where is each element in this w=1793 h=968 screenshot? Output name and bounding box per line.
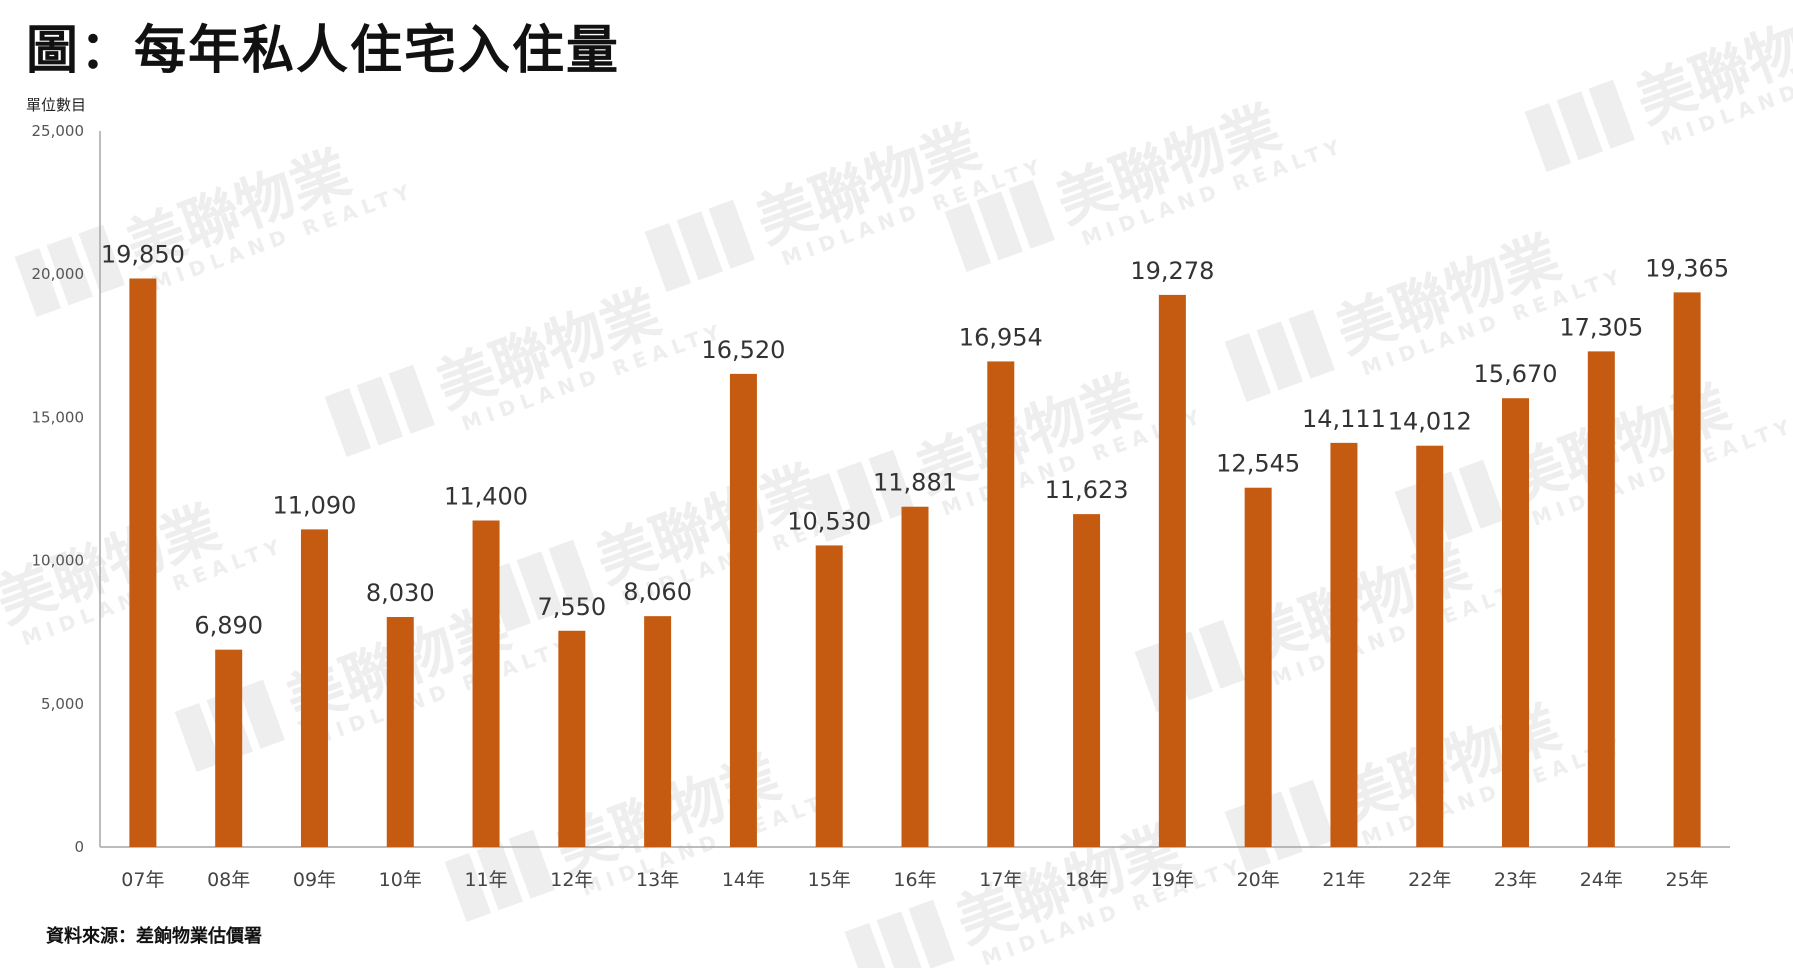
data-label: 17,305 [1559,313,1643,341]
x-tick-label: 08年 [207,869,250,891]
x-tick-label: 11年 [464,869,507,891]
bar [300,529,328,847]
data-label: 16,520 [701,336,785,364]
bar [472,520,500,847]
x-tick-label: 16年 [893,869,936,891]
y-tick-label: 20,000 [32,265,85,283]
data-label: 14,012 [1388,408,1472,436]
data-label: 11,090 [272,491,356,519]
x-tick-label: 17年 [979,869,1022,891]
x-tick-label: 19年 [1151,869,1194,891]
y-tick-label: 5,000 [41,695,84,713]
bar [987,361,1015,847]
bar [1158,294,1186,848]
data-label: 8,030 [366,579,435,607]
bar [386,617,414,847]
chart-title: 圖：每年私人住宅入住量 [26,21,621,81]
data-label: 8,060 [623,578,692,606]
data-label: 16,954 [959,323,1043,351]
bar [644,616,672,847]
bar [1502,398,1530,847]
bar [1073,514,1101,847]
x-tick-label: 24年 [1580,869,1623,891]
data-label: 19,278 [1130,257,1214,285]
data-label: 7,550 [537,593,606,621]
bar [1587,351,1615,847]
data-label: 6,890 [194,612,263,640]
data-label: 10,530 [787,507,871,535]
data-label: 19,365 [1645,254,1729,282]
bar [558,630,586,847]
y-tick-label: 15,000 [32,408,85,426]
bar [901,506,929,847]
source-note: 資料來源：差餉物業估價署 [46,926,262,947]
x-axis: 07年 08年 09年 10年 11年 12年 13年 14年 15年 16年 17年 18年 19年 2… [100,846,1730,891]
bar [129,278,157,848]
bar [1673,292,1701,847]
y-axis: 0 5,000 10,000 15,000 20,000 25,000 [32,122,101,856]
data-label: 14,111 [1302,405,1386,433]
data-label: 19,850 [101,240,185,268]
x-tick-label: 14年 [722,869,765,891]
bar [1244,487,1272,847]
y-tick-label: 10,000 [32,552,85,570]
x-tick-label: 20年 [1237,869,1280,891]
x-tick-label: 10年 [379,869,422,891]
x-tick-label: 07年 [121,869,164,891]
y-axis-unit-label: 單位數目 [26,96,87,114]
y-tick-label: 25,000 [32,122,85,140]
y-tick-label: 0 [74,838,84,856]
data-label: 12,545 [1216,450,1300,478]
data-label: 11,623 [1045,476,1129,504]
x-tick-label: 15年 [808,869,851,891]
bar [815,545,843,847]
data-label: 11,881 [873,469,957,497]
x-tick-label: 23年 [1494,869,1537,891]
data-label: 11,400 [444,483,528,511]
x-tick-label: 18年 [1065,869,1108,891]
x-tick-label: 21年 [1322,869,1365,891]
data-label: 15,670 [1474,360,1558,388]
bar [729,373,757,847]
bar-series: 19,850 6,890 11,090 8,030 11,400 7,550 8,060 16… [101,240,1729,848]
x-tick-label: 12年 [550,869,593,891]
x-tick-label: 25年 [1666,869,1709,891]
x-tick-label: 09年 [293,869,336,891]
bar [1330,442,1358,847]
bar [1416,445,1444,847]
bar [215,649,243,847]
x-tick-label: 13年 [636,869,679,891]
x-tick-label: 22年 [1408,869,1451,891]
